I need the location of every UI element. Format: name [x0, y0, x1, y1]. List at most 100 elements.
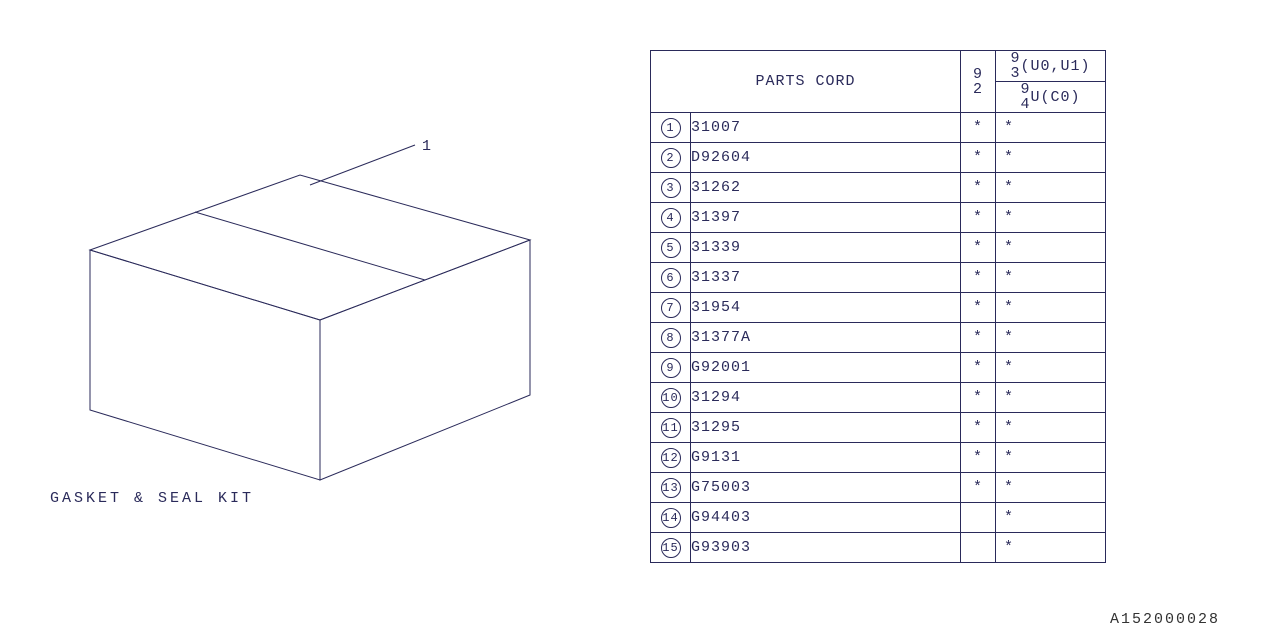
mark-9394: *	[996, 293, 1106, 323]
table-row: 15 G93903 *	[651, 533, 1106, 563]
mark-92	[961, 503, 996, 533]
mark-92	[961, 533, 996, 563]
part-code: G94403	[691, 503, 961, 533]
callout-1: 1	[422, 138, 431, 155]
part-code: 31397	[691, 203, 961, 233]
mark-9394: *	[996, 533, 1106, 563]
table-row: 12G9131**	[651, 443, 1106, 473]
row-index: 12	[651, 443, 691, 473]
circled-number: 3	[661, 178, 681, 198]
row-index: 5	[651, 233, 691, 263]
table-row: 14 G94403 *	[651, 503, 1106, 533]
mark-92: *	[961, 143, 996, 173]
footer-code: A152000028	[1110, 611, 1220, 628]
circled-number: 5	[661, 238, 681, 258]
mark-92: *	[961, 383, 996, 413]
row-index: 9	[651, 353, 691, 383]
circled-number: 6	[661, 268, 681, 288]
part-code: 31295	[691, 413, 961, 443]
table-row: 2D92604**	[651, 143, 1106, 173]
row-index: 7	[651, 293, 691, 323]
table-row: 331262**	[651, 173, 1106, 203]
row-index: 6	[651, 263, 691, 293]
mark-92: *	[961, 113, 996, 143]
part-code: 31337	[691, 263, 961, 293]
mark-9394: *	[996, 203, 1106, 233]
part-code: 31007	[691, 113, 961, 143]
part-code: G9131	[691, 443, 961, 473]
header-92: 9 2	[961, 51, 996, 113]
circled-number: 8	[661, 328, 681, 348]
mark-92: *	[961, 473, 996, 503]
part-code: G93903	[691, 533, 961, 563]
header-93: 93(U0,U1)	[996, 51, 1106, 82]
page: 1 GASKET & SEAL KIT PARTS CORD 9 2 93(U0…	[0, 0, 1280, 640]
row-index: 13	[651, 473, 691, 503]
circled-number: 7	[661, 298, 681, 318]
mark-9394: *	[996, 413, 1106, 443]
part-code: G92001	[691, 353, 961, 383]
circled-number: 14	[661, 508, 681, 528]
mark-92: *	[961, 413, 996, 443]
circled-number: 15	[661, 538, 681, 558]
mark-9394: *	[996, 113, 1106, 143]
mark-9394: *	[996, 263, 1106, 293]
circled-number: 1	[661, 118, 681, 138]
table-row: 131007**	[651, 113, 1106, 143]
part-code: 31294	[691, 383, 961, 413]
part-code: D92604	[691, 143, 961, 173]
table-row: 9G92001**	[651, 353, 1106, 383]
row-index: 10	[651, 383, 691, 413]
mark-9394: *	[996, 473, 1106, 503]
part-code: 31377A	[691, 323, 961, 353]
mark-92: *	[961, 443, 996, 473]
mark-9394: *	[996, 503, 1106, 533]
mark-9394: *	[996, 233, 1106, 263]
parts-table: PARTS CORD 9 2 93(U0,U1) 94U(C0) 131007*…	[650, 50, 1106, 563]
header-94: 94U(C0)	[996, 82, 1106, 113]
mark-92: *	[961, 353, 996, 383]
part-code: G75003	[691, 473, 961, 503]
table-row: 1031294**	[651, 383, 1106, 413]
mark-9394: *	[996, 143, 1106, 173]
mark-92: *	[961, 203, 996, 233]
mark-9394: *	[996, 323, 1106, 353]
box-illustration: 1	[70, 130, 570, 500]
row-index: 8	[651, 323, 691, 353]
row-index: 15	[651, 533, 691, 563]
table-row: 831377A**	[651, 323, 1106, 353]
kit-label: GASKET & SEAL KIT	[50, 490, 254, 507]
row-index: 3	[651, 173, 691, 203]
row-index: 11	[651, 413, 691, 443]
mark-9394: *	[996, 443, 1106, 473]
circled-number: 2	[661, 148, 681, 168]
circled-number: 10	[661, 388, 681, 408]
header-parts-cord: PARTS CORD	[651, 51, 961, 113]
mark-92: *	[961, 263, 996, 293]
mark-9394: *	[996, 383, 1106, 413]
mark-92: *	[961, 323, 996, 353]
mark-92: *	[961, 233, 996, 263]
circled-number: 13	[661, 478, 681, 498]
part-code: 31262	[691, 173, 961, 203]
table-row: 1131295**	[651, 413, 1106, 443]
table-row: 731954**	[651, 293, 1106, 323]
row-index: 4	[651, 203, 691, 233]
mark-9394: *	[996, 173, 1106, 203]
part-code: 31339	[691, 233, 961, 263]
part-code: 31954	[691, 293, 961, 323]
circled-number: 9	[661, 358, 681, 378]
row-index: 1	[651, 113, 691, 143]
circled-number: 4	[661, 208, 681, 228]
mark-9394: *	[996, 353, 1106, 383]
circled-number: 12	[661, 448, 681, 468]
row-index: 14	[651, 503, 691, 533]
circled-number: 11	[661, 418, 681, 438]
mark-92: *	[961, 173, 996, 203]
table-row: 431397**	[651, 203, 1106, 233]
row-index: 2	[651, 143, 691, 173]
table-row: 531339**	[651, 233, 1106, 263]
table-row: 631337**	[651, 263, 1106, 293]
mark-92: *	[961, 293, 996, 323]
table-row: 13G75003**	[651, 473, 1106, 503]
